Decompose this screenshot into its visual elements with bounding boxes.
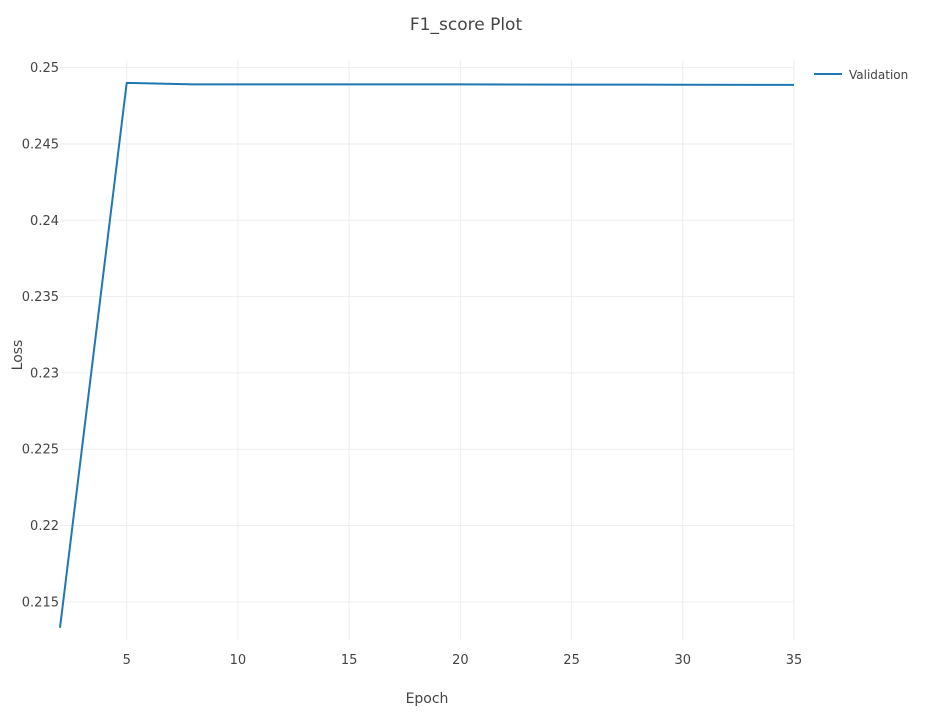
y-tick-label: 0.235 [22,290,59,305]
legend-label-validation: Validation [849,68,908,82]
y-tick-label: 0.24 [30,214,59,229]
y-tick-label: 0.215 [22,595,59,610]
x-tick-label: 25 [563,653,580,668]
x-tick-label: 10 [230,653,247,668]
series-layer [59,81,795,628]
x-tick-label: 35 [786,653,803,668]
chart-title: F1_score Plot [410,15,523,35]
x-tick-label: 15 [341,653,358,668]
y-axis-label: Loss [10,340,26,371]
grid-lines [60,60,795,640]
legend[interactable]: Validation [814,68,908,82]
x-tick-label: 5 [123,653,131,668]
y-tick-label: 0.23 [30,366,59,381]
y-tick-label: 0.245 [22,137,59,152]
series-line-validation[interactable] [59,81,795,628]
x-axis-ticks: 5 10 15 20 25 30 35 [123,653,803,668]
x-tick-label: 20 [452,653,469,668]
x-tick-label: 30 [675,653,692,668]
y-tick-label: 0.25 [30,61,59,76]
y-tick-label: 0.22 [30,519,59,534]
x-axis-label: Epoch [406,691,449,707]
y-axis-ticks: 0.215 0.22 0.225 0.23 0.235 0.24 0.245 0.25 [22,61,59,610]
y-tick-label: 0.225 [22,443,59,458]
